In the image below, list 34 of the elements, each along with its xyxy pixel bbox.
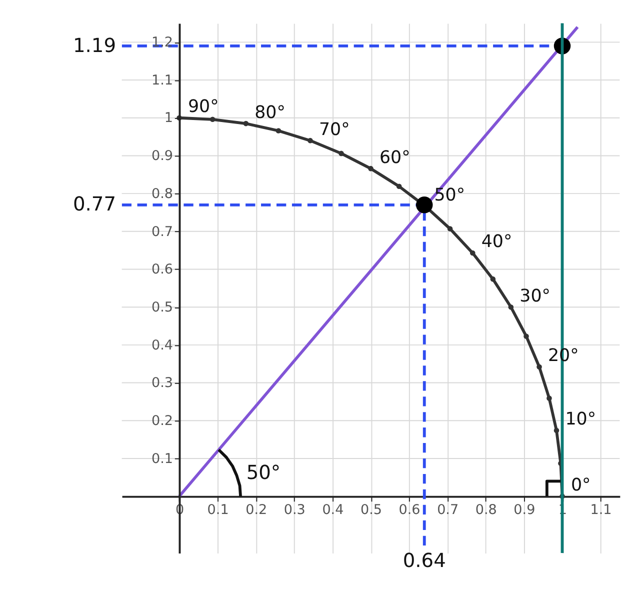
y-tick-label: 0.6 — [151, 262, 173, 278]
x-tick-label: 0.8 — [475, 502, 497, 518]
y-tick-label: 0.9 — [151, 148, 173, 164]
series-label: 0.77 — [72, 192, 116, 216]
x-tick-label: 1.1 — [590, 502, 612, 518]
annotation: 40° — [481, 232, 512, 252]
x-tick-label: 0.1 — [207, 502, 229, 518]
annotation: 90° — [188, 97, 219, 118]
annotation: 30° — [520, 286, 550, 306]
y-tick-label: 0.2 — [151, 412, 173, 429]
x-tick-label: 0.2 — [246, 502, 268, 518]
series-label: 1.19 — [72, 34, 116, 57]
y-tick-label: 0.1 — [151, 450, 173, 467]
x-tick-label: 0.4 — [322, 502, 344, 518]
annotation: 10° — [565, 410, 596, 430]
y-tick-label: 0.7 — [151, 224, 173, 240]
series-label: 0.64 — [402, 548, 446, 572]
y-tick-label: 0.5 — [151, 299, 173, 316]
x-tick-label: 0.7 — [437, 502, 459, 518]
x-tick-label: 0.6 — [398, 502, 420, 518]
annotation: 70° — [318, 120, 350, 140]
series-label: 50° — [246, 460, 281, 484]
x-tick-label: 0.5 — [360, 502, 382, 518]
annotation: 0° — [570, 475, 591, 496]
y-tick-label: 0.8 — [151, 186, 173, 202]
y-tick-label: 0.4 — [151, 337, 173, 354]
x-tick-label: 0.9 — [514, 502, 536, 518]
y-tick-label: 1 — [164, 110, 173, 126]
annotation: 60° — [379, 148, 410, 168]
y-tick-label: 0.3 — [151, 375, 173, 392]
x-tick-label: 0.3 — [284, 502, 306, 518]
annotation: 50° — [434, 186, 466, 206]
annotation: 80° — [254, 102, 286, 123]
y-tick-label: 1.1 — [151, 72, 173, 88]
